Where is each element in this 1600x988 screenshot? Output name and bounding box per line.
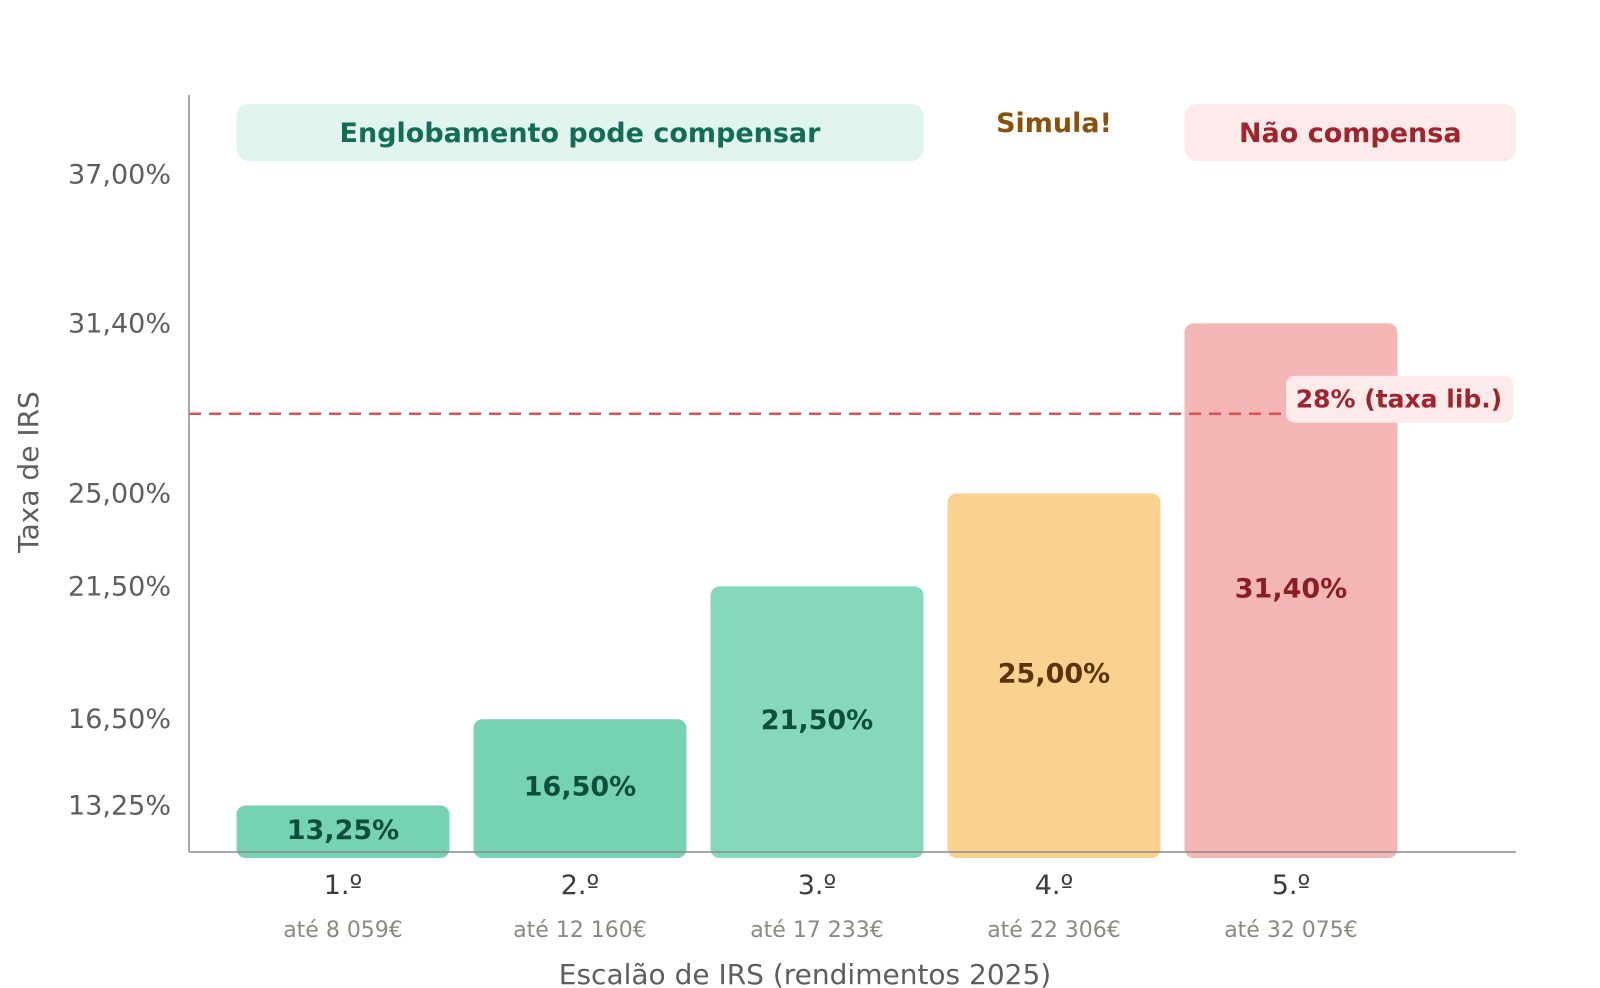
- x-subcategory-label: até 32 075€: [1224, 918, 1358, 943]
- band-label: Não compensa: [1239, 118, 1462, 149]
- bar: [710, 586, 924, 858]
- x-category-label: 2.º: [561, 870, 599, 901]
- band-background: [236, 104, 924, 161]
- bar: [236, 805, 450, 858]
- bars: 13,25% 16,50% 21,50% 25,00% 31,40%: [236, 323, 1398, 858]
- reference-line-label: 28% (taxa lib.): [1296, 385, 1502, 414]
- reference-label-box: [1286, 375, 1513, 423]
- y-tick-label: 21,50%: [68, 571, 171, 602]
- bar-value-label: 16,50%: [524, 772, 636, 803]
- band-background: [1184, 104, 1516, 161]
- x-category-label: 4.º: [1035, 870, 1073, 901]
- bar: [473, 719, 687, 858]
- bar-value-label: 31,40%: [1235, 574, 1347, 605]
- x-category-label: 1.º: [324, 870, 362, 901]
- y-axis-title: Taxa de IRS: [12, 391, 45, 554]
- y-tick-label: 13,25%: [68, 791, 171, 822]
- x-subcategory-label: até 17 233€: [750, 918, 884, 943]
- x-category-label: 3.º: [798, 870, 836, 901]
- bar-value-label: 13,25%: [287, 815, 399, 846]
- y-tick-label: 31,40%: [68, 308, 171, 339]
- y-tick-label: 16,50%: [68, 704, 171, 735]
- category-bands: Englobamento pode compensar Simula! Não co…: [236, 104, 1516, 161]
- bar: [947, 493, 1161, 858]
- x-subcategory-label: até 8 059€: [283, 918, 403, 943]
- reference-line-group: 28% (taxa lib.): [189, 375, 1513, 423]
- x-subcategory-label: até 12 160€: [513, 918, 647, 943]
- y-axis-ticks: 13,25% 16,50% 21,50% 25,00% 31,40% 37,00%: [68, 160, 171, 822]
- bar-value-label: 25,00%: [998, 659, 1110, 690]
- x-axis-title: Escalão de IRS (rendimentos 2025): [559, 958, 1051, 988]
- x-category-label: 5.º: [1272, 870, 1310, 901]
- y-tick-label: 25,00%: [68, 478, 171, 509]
- y-tick-label: 37,00%: [68, 160, 171, 191]
- band-label: Englobamento pode compensar: [340, 118, 822, 149]
- x-axis-labels: 1.º até 8 059€ 2.º até 12 160€ 3.º até 17 233…: [283, 870, 1358, 943]
- band-label: Simula!: [996, 108, 1112, 139]
- x-subcategory-label: até 22 306€: [987, 918, 1121, 943]
- bar: [1184, 323, 1398, 858]
- bar-value-label: 21,50%: [761, 705, 873, 736]
